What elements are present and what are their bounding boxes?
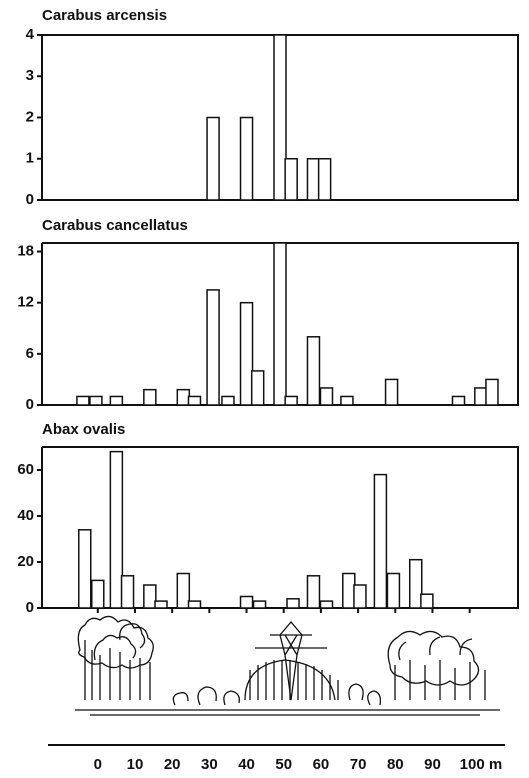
axis-frame — [41, 242, 519, 406]
bar — [485, 378, 499, 406]
bar — [239, 301, 254, 406]
y-tick-label: 12 — [17, 294, 34, 311]
bar — [273, 34, 287, 201]
bar — [252, 600, 267, 609]
x-tick-label: 60 — [313, 756, 330, 773]
bar — [342, 572, 356, 609]
x-tick-label: 40 — [238, 756, 255, 773]
y-tick-label: 1 — [26, 150, 34, 167]
bar — [239, 116, 254, 201]
bar — [239, 595, 254, 609]
x-tick-label: 50 — [275, 756, 292, 773]
bar — [250, 370, 265, 406]
bar — [306, 336, 321, 406]
bar — [187, 395, 202, 406]
bar — [319, 387, 334, 406]
y-tick-label: 18 — [17, 242, 34, 259]
x-tick-label: 70 — [350, 756, 367, 773]
bar — [109, 450, 124, 609]
bar — [306, 158, 321, 201]
bar — [408, 558, 423, 609]
x-tick-label: 100 m — [460, 756, 503, 773]
y-tick-label: 0 — [26, 396, 34, 413]
bar — [286, 598, 300, 609]
bar — [451, 395, 466, 406]
bar — [76, 395, 90, 406]
bar — [91, 579, 105, 609]
bar — [340, 395, 354, 406]
y-tick-label: 6 — [26, 345, 34, 362]
y-tick-label: 20 — [17, 553, 34, 570]
bar — [154, 600, 168, 609]
bar — [384, 378, 399, 406]
bar — [206, 116, 220, 201]
bar — [109, 395, 124, 406]
bar — [386, 572, 401, 609]
bar — [206, 289, 220, 406]
bar — [319, 600, 334, 609]
bar — [373, 473, 388, 609]
bar — [176, 572, 191, 609]
bar — [420, 593, 434, 609]
bar — [176, 388, 191, 406]
x-tick-label: 30 — [201, 756, 218, 773]
x-tick-label: 90 — [424, 756, 441, 773]
x-tick-label: 10 — [127, 756, 144, 773]
y-tick-label: 2 — [26, 108, 34, 125]
y-tick-label: 0 — [26, 599, 34, 616]
axis-frame — [41, 446, 519, 609]
x-tick-label: 80 — [387, 756, 404, 773]
bar — [273, 242, 287, 406]
y-tick-label: 40 — [17, 507, 34, 524]
y-tick-label: 0 — [26, 191, 34, 208]
landscape — [48, 615, 505, 746]
y-tick-label: 3 — [26, 67, 34, 84]
bar — [187, 600, 202, 609]
bar — [306, 575, 321, 609]
bar — [78, 529, 92, 609]
x-tick-label: 0 — [94, 756, 102, 773]
y-tick-label: 60 — [17, 461, 34, 478]
bar — [474, 387, 488, 406]
bar — [317, 158, 332, 201]
y-tick-label: 4 — [26, 26, 35, 43]
bar — [89, 395, 103, 406]
bar — [284, 395, 298, 406]
bar — [221, 395, 235, 406]
bar — [120, 575, 135, 609]
panel-title: Abax ovalis — [42, 421, 125, 438]
panel-title: Carabus arcensis — [42, 7, 167, 24]
x-tick-label: 20 — [164, 756, 181, 773]
bar — [353, 584, 367, 609]
panel-title: Carabus cancellatus — [42, 217, 188, 234]
bar — [284, 158, 298, 201]
bar — [143, 584, 157, 609]
bar — [143, 388, 157, 406]
axis-frame — [41, 34, 519, 201]
